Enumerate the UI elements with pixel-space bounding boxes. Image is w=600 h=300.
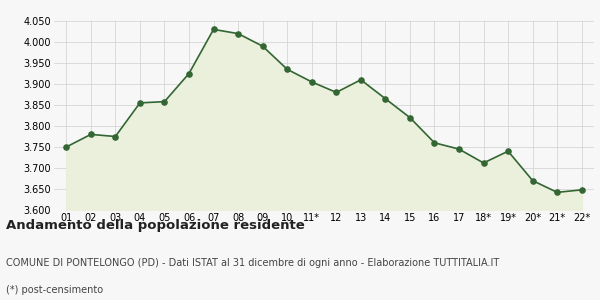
Text: Andamento della popolazione residente: Andamento della popolazione residente [6, 219, 305, 232]
Point [233, 31, 243, 36]
Point [209, 27, 218, 32]
Point [160, 99, 169, 104]
Point [135, 100, 145, 105]
Text: COMUNE DI PONTELONGO (PD) - Dati ISTAT al 31 dicembre di ogni anno - Elaborazion: COMUNE DI PONTELONGO (PD) - Dati ISTAT a… [6, 258, 499, 268]
Point [61, 145, 71, 149]
Point [356, 77, 365, 82]
Point [184, 71, 194, 76]
Point [405, 115, 415, 120]
Point [553, 190, 562, 195]
Point [258, 44, 268, 49]
Point [528, 178, 538, 183]
Point [430, 140, 439, 145]
Point [503, 149, 513, 154]
Point [86, 132, 95, 137]
Point [307, 80, 317, 84]
Text: (*) post-censimento: (*) post-censimento [6, 285, 103, 295]
Point [380, 96, 390, 101]
Point [110, 134, 120, 139]
Point [479, 160, 488, 165]
Point [283, 67, 292, 72]
Point [577, 188, 587, 192]
Point [331, 90, 341, 95]
Point [454, 147, 464, 152]
